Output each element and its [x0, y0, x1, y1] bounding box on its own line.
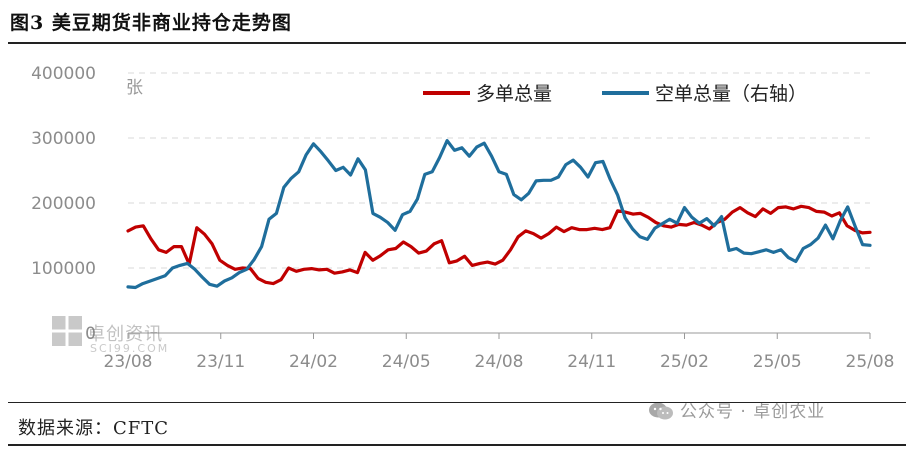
- wechat-label: 公众号 · 卓创农业: [680, 402, 826, 422]
- watermark-text: 卓创资讯: [87, 324, 164, 345]
- y-axis-ticks: 0 100000 200000 300000 400000: [31, 64, 96, 344]
- top-rule: [8, 42, 906, 44]
- y-tick-label: 200000: [31, 194, 96, 214]
- series-lines: [126, 139, 872, 290]
- wechat-icon: [649, 402, 673, 420]
- x-axis-tick-marks: [127, 333, 871, 339]
- data-source: 数据来源：CFTC: [18, 418, 170, 439]
- line-chart: 0 100000 200000 300000 400000 23/08 23/11 24/0…: [31, 64, 895, 372]
- x-tick-label: 25/05: [753, 352, 802, 372]
- x-tick-label: 24/05: [382, 352, 431, 372]
- figure-title: 图3 美豆期货非商业持仓走势图: [10, 12, 292, 34]
- y-tick-label: 300000: [31, 129, 96, 149]
- watermark-subtext: SCI99.COM: [90, 342, 170, 355]
- y-tick-label: 400000: [31, 64, 96, 84]
- wechat-account: 公众号 · 卓创农业: [648, 397, 825, 422]
- bottom-rule-1: [8, 402, 906, 403]
- x-tick-label: 24/02: [289, 352, 338, 372]
- x-tick-label: 25/08: [846, 352, 895, 372]
- x-tick-label: 24/08: [475, 352, 524, 372]
- series-line-1: [126, 204, 872, 286]
- watermark-icon: [52, 316, 82, 346]
- series-line-2: [126, 139, 872, 290]
- legend-label-series-2: 空单总量（右轴）: [655, 83, 807, 105]
- x-tick-label: 24/11: [567, 352, 616, 372]
- legend-label-series-1: 多单总量: [476, 83, 552, 105]
- y-tick-label: 100000: [31, 259, 96, 279]
- y-unit-label: 张: [126, 78, 143, 98]
- x-tick-label: 23/08: [104, 352, 153, 372]
- watermark-logo: 卓创资讯 SCI99.COM: [52, 316, 169, 355]
- bottom-rule-2: [8, 444, 906, 446]
- x-axis-ticks: 23/08 23/11 24/02 24/05 24/08 24/11 25/02 25/05…: [104, 352, 895, 372]
- x-tick-label: 23/11: [196, 352, 245, 372]
- x-tick-label: 25/02: [660, 352, 709, 372]
- y-tick-label: 0: [85, 324, 96, 344]
- legend: 多单总量 空单总量（右轴）: [423, 83, 807, 105]
